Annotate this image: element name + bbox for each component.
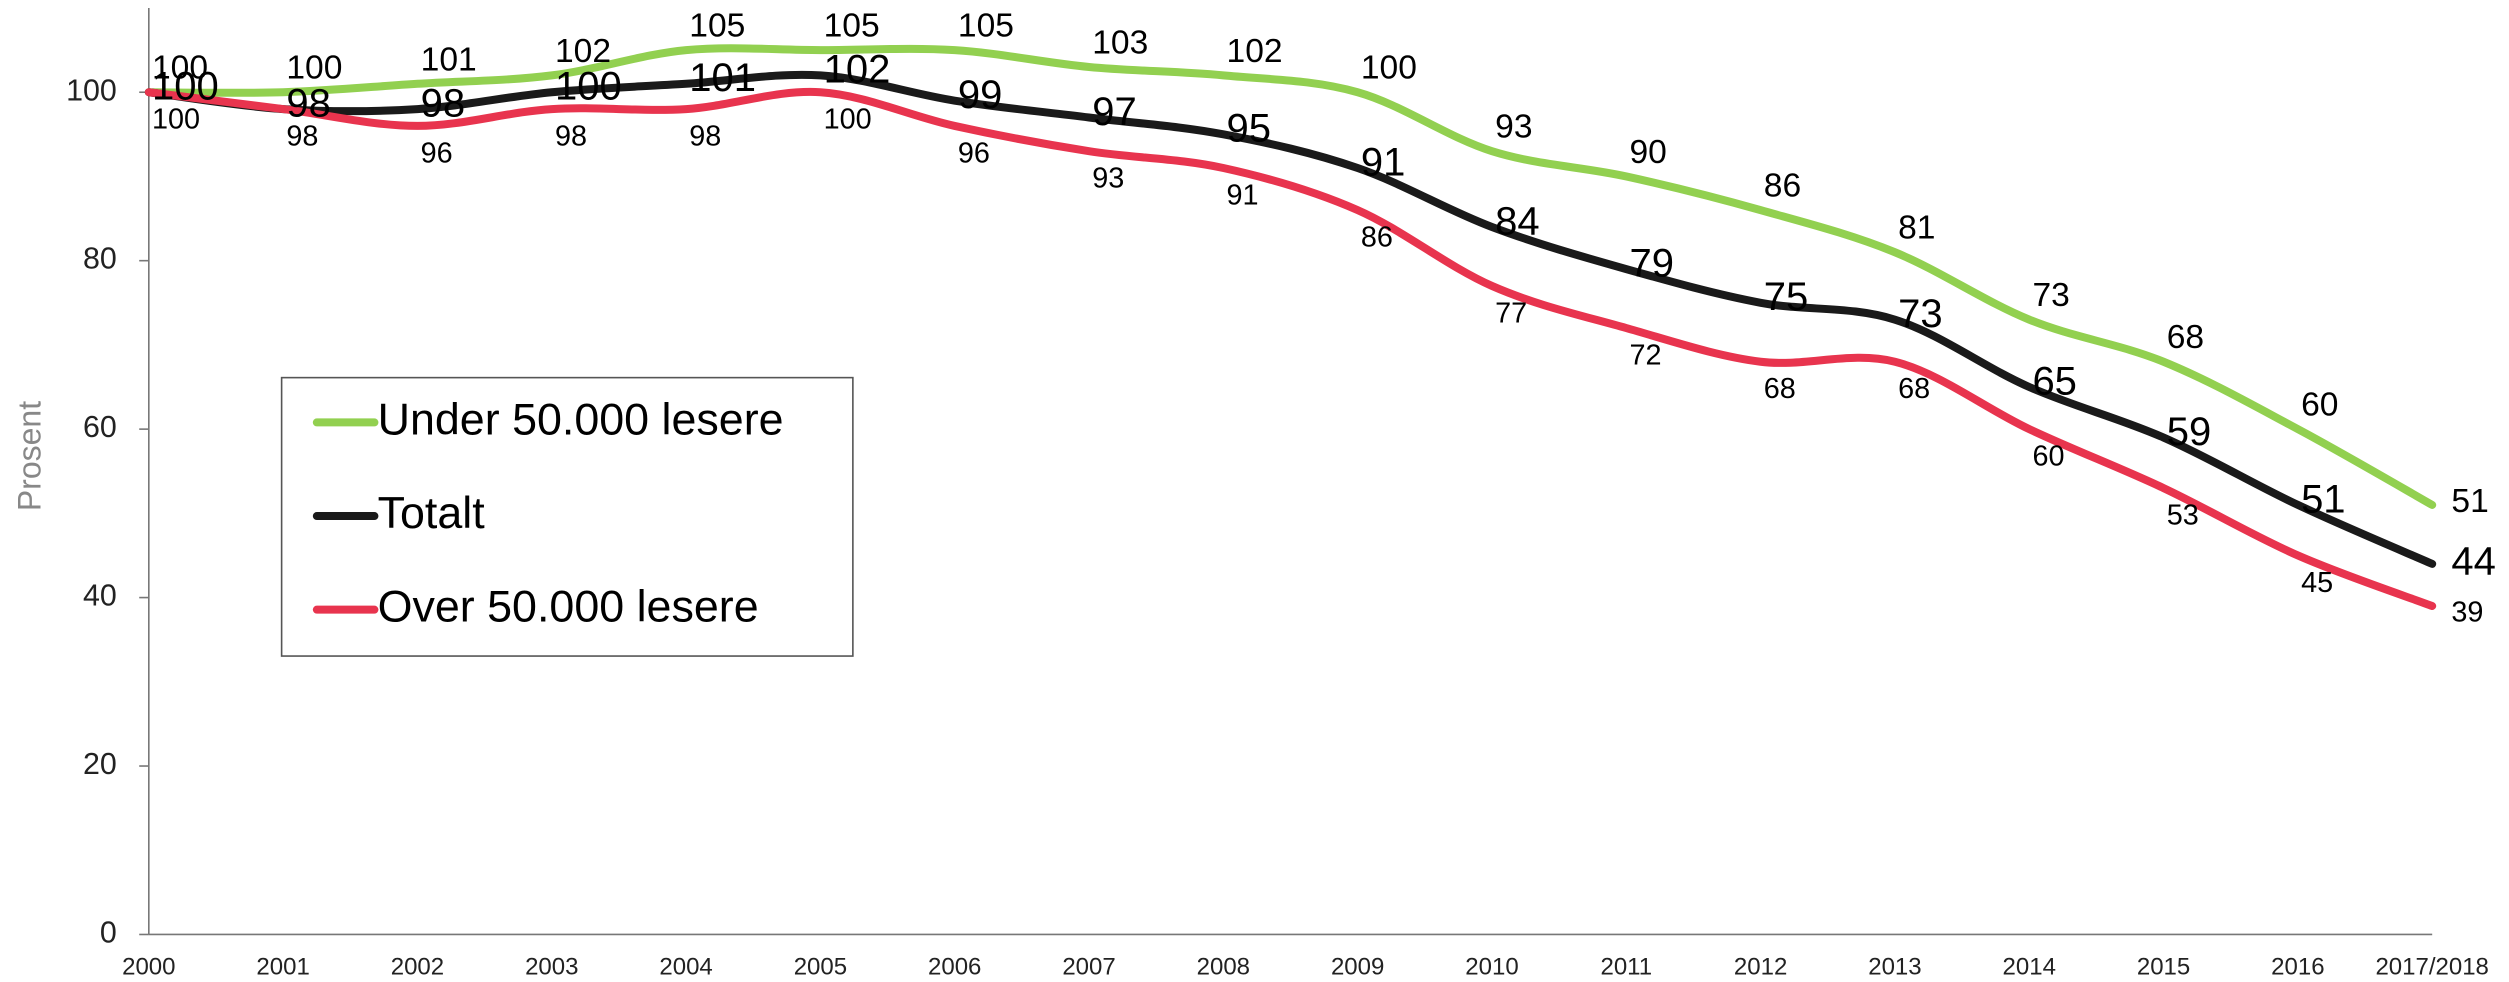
data-label: 98: [555, 120, 587, 152]
y-tick-label: 0: [100, 916, 117, 950]
data-label: 105: [824, 8, 880, 45]
y-tick-label: 40: [83, 579, 117, 613]
x-tick-label: 2015: [2137, 953, 2190, 980]
x-tick-label: 2011: [1600, 953, 1652, 980]
data-label: 100: [1361, 50, 1417, 87]
x-tick-label: 2017/2018: [2375, 953, 2488, 980]
data-label: 53: [2167, 499, 2199, 531]
data-label: 75: [1764, 275, 1809, 319]
data-label: 86: [1361, 222, 1393, 254]
legend-label: Over 50.000 lesere: [378, 581, 759, 631]
data-label: 51: [2301, 477, 2346, 521]
data-label: 96: [958, 137, 990, 169]
data-label: 91: [1227, 179, 1259, 211]
data-label: 86: [1764, 168, 1801, 205]
data-label: 90: [1629, 134, 1666, 171]
data-label: 100: [286, 50, 342, 87]
legend: Under 50.000 lesere Totalt Over 50.000 les…: [280, 376, 854, 657]
data-label: 68: [1898, 373, 1930, 405]
data-label: 81: [1898, 210, 1935, 247]
data-label: 65: [2032, 359, 2076, 403]
data-label: 105: [958, 8, 1014, 45]
data-label: 68: [2167, 319, 2204, 356]
data-label: 79: [1629, 241, 1674, 285]
data-label: 98: [421, 81, 466, 125]
data-label: 98: [689, 120, 721, 152]
x-tick-label: 2007: [1062, 953, 1115, 980]
x-tick-label: 2014: [2003, 953, 2056, 980]
x-tick-label: 2016: [2271, 953, 2324, 980]
data-label: 102: [1227, 33, 1283, 70]
y-tick-label: 20: [83, 747, 117, 781]
data-label: 91: [1361, 140, 1406, 184]
data-label: 84: [1495, 199, 1540, 243]
data-label: 68: [1764, 373, 1796, 405]
x-tick-label: 2000: [122, 953, 175, 980]
data-label: 99: [958, 73, 1003, 117]
y-axis-label: Prosent: [11, 401, 47, 511]
data-label: 105: [689, 8, 745, 45]
x-tick-label: 2008: [1197, 953, 1250, 980]
y-tick-label: 80: [83, 242, 117, 276]
data-label: 97: [1092, 90, 1137, 134]
data-label: 77: [1495, 297, 1527, 329]
x-tick-label: 2006: [928, 953, 981, 980]
data-label: 98: [286, 81, 331, 125]
x-tick-label: 2013: [1868, 953, 1921, 980]
data-label: 102: [555, 33, 611, 70]
series-line: [144, 70, 2437, 568]
x-tick-label: 2003: [525, 953, 578, 980]
data-label: 101: [689, 56, 756, 100]
data-label: 51: [2451, 483, 2488, 520]
x-tick-label: 2010: [1465, 953, 1518, 980]
series-line: [144, 44, 2437, 509]
data-label: 101: [421, 41, 477, 78]
data-label: 100: [152, 104, 200, 136]
data-label: 103: [1092, 24, 1148, 61]
data-label: 44: [2451, 539, 2496, 583]
data-label: 60: [2032, 441, 2064, 473]
legend-label: Under 50.000 lesere: [378, 394, 784, 444]
data-label: 72: [1629, 339, 1661, 371]
data-label: 95: [1227, 107, 1272, 151]
data-label: 96: [421, 137, 453, 169]
data-label: 93: [1495, 109, 1532, 146]
legend-label: Totalt: [378, 488, 486, 538]
y-tick-label: 100: [66, 73, 117, 107]
x-tick-label: 2012: [1734, 953, 1787, 980]
x-tick-label: 2009: [1331, 953, 1384, 980]
data-label: 100: [555, 65, 622, 109]
data-label: 100: [152, 50, 208, 87]
data-label: 100: [824, 104, 872, 136]
x-tick-label: 2005: [794, 953, 847, 980]
x-tick-label: 2001: [256, 953, 309, 980]
data-label: 100: [152, 65, 219, 109]
data-label: 98: [286, 120, 318, 152]
data-label: 102: [824, 48, 891, 92]
data-label: 93: [1092, 163, 1124, 195]
data-label: 73: [1898, 292, 1943, 336]
data-label: 39: [2451, 597, 2483, 629]
y-tick-label: 60: [83, 410, 117, 444]
data-label: 60: [2301, 387, 2338, 424]
data-label: 59: [2167, 410, 2212, 454]
x-tick-label: 2004: [659, 953, 712, 980]
data-label: 73: [2032, 277, 2069, 314]
x-tick-label: 2002: [391, 953, 444, 980]
data-label: 45: [2301, 567, 2333, 599]
series-line: [144, 87, 2437, 610]
